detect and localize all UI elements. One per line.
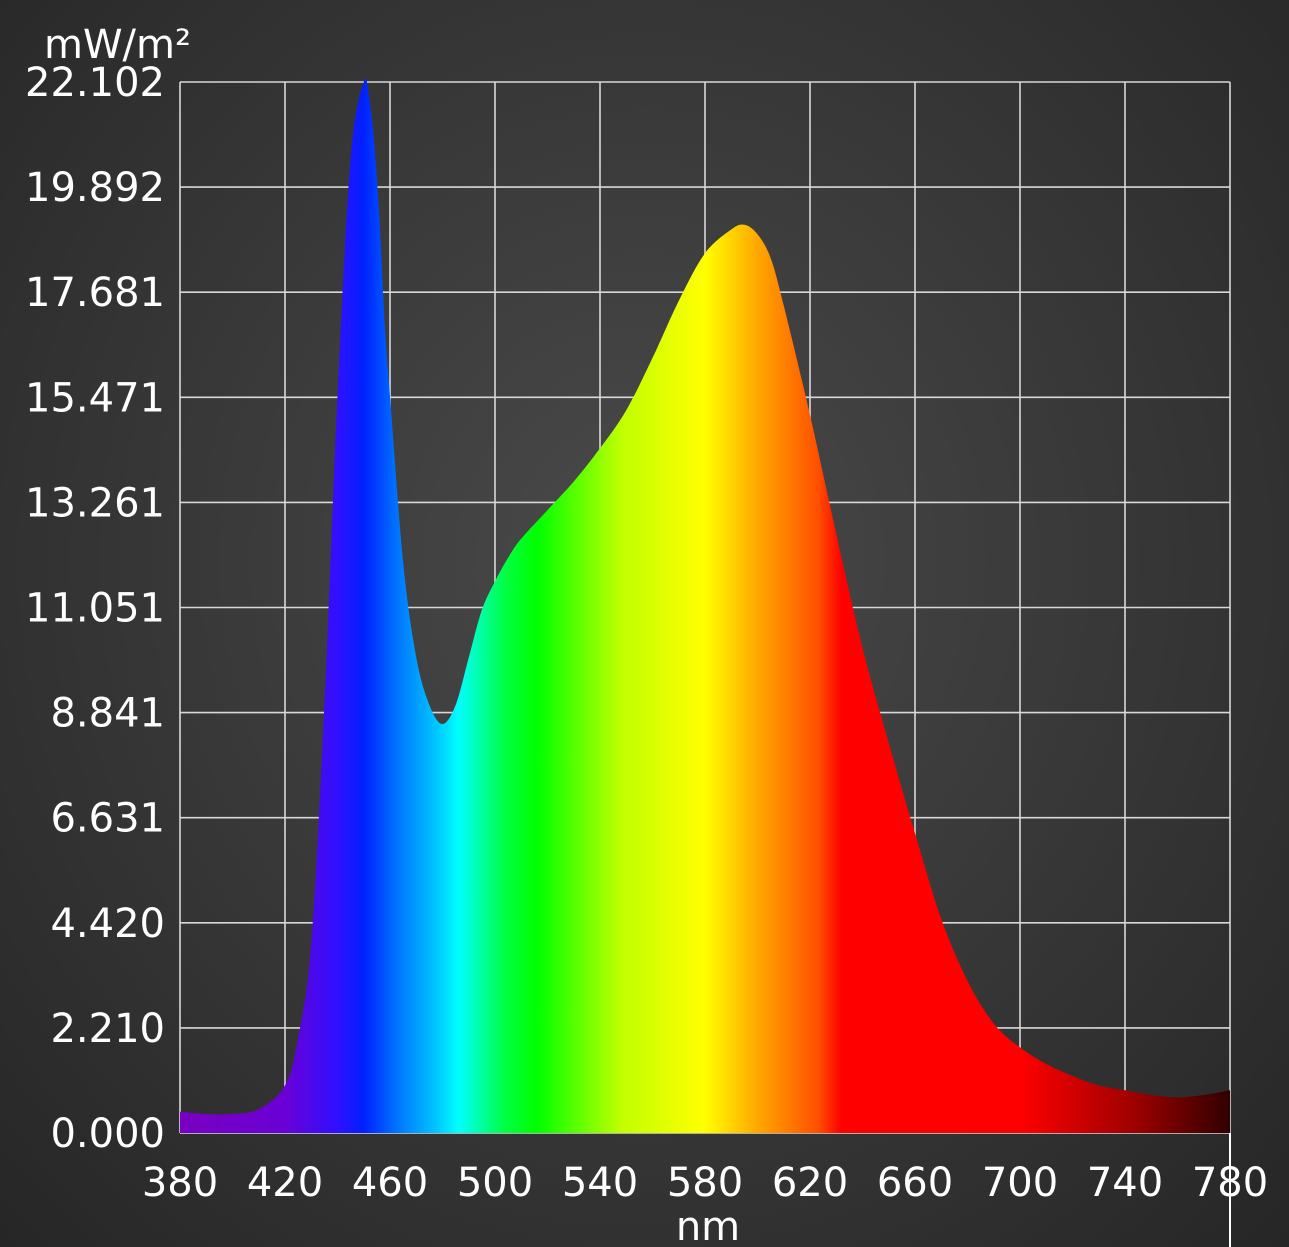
x-tick-label: 540: [562, 1160, 638, 1206]
x-tick-label: 740: [1087, 1160, 1163, 1206]
x-tick-label: 460: [352, 1160, 428, 1206]
y-tick-label: 15.471: [25, 375, 165, 421]
x-tick-label: 780: [1192, 1160, 1268, 1206]
y-tick-labels: 0.000 2.210 4.420 6.631 8.841 11.051 13.261 15.…: [25, 60, 165, 1157]
y-axis-label: mW/m²: [44, 22, 191, 68]
x-tick-label: 660: [877, 1160, 953, 1206]
y-tick-label: 19.892: [25, 165, 165, 211]
x-tick-label: 500: [457, 1160, 533, 1206]
y-tick-label: 8.841: [50, 691, 165, 737]
x-tick-label: 580: [667, 1160, 743, 1206]
x-axis-label: nm: [676, 1204, 740, 1247]
x-tick-labels: 380 420 460 500 540 580 620 660 700 740 780: [142, 1160, 1268, 1206]
x-tick-label: 620: [772, 1160, 848, 1206]
spectrum-area: [180, 78, 1230, 1133]
x-tick-label: 700: [982, 1160, 1058, 1206]
y-tick-label: 13.261: [25, 480, 165, 526]
y-tick-label: 0.000: [50, 1111, 165, 1157]
y-tick-label: 22.102: [25, 60, 165, 106]
y-tick-label: 11.051: [25, 586, 165, 632]
y-tick-label: 6.631: [50, 796, 165, 842]
spectrum-area-layer: [180, 78, 1230, 1133]
x-tick-label: 420: [247, 1160, 323, 1206]
y-tick-label: 2.210: [50, 1006, 165, 1052]
y-tick-label: 17.681: [25, 270, 165, 316]
x-tick-label: 380: [142, 1160, 218, 1206]
y-tick-label: 4.420: [50, 901, 165, 947]
